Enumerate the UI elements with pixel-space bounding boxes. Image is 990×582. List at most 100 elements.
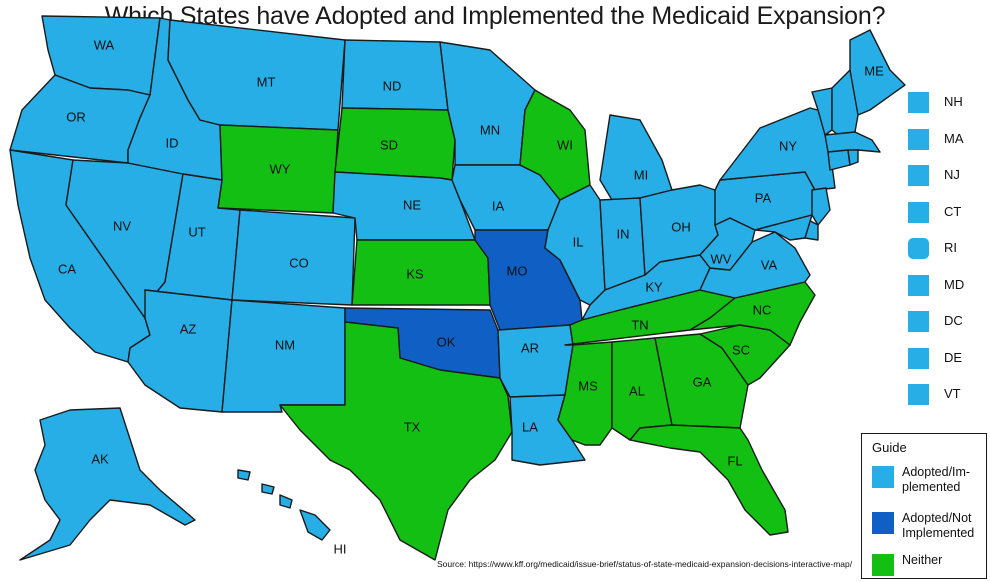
- label-nc: NC: [753, 302, 772, 317]
- label-il: IL: [573, 234, 584, 249]
- small-state-md: MD: [908, 273, 988, 310]
- small-state-swatch: [908, 92, 929, 113]
- label-id: ID: [166, 135, 179, 150]
- small-state-swatch: [908, 274, 929, 296]
- label-nd: ND: [383, 78, 402, 93]
- small-state-label: VT: [944, 386, 961, 401]
- small-state-ri: RI: [908, 236, 988, 273]
- small-state-de: DE: [908, 346, 988, 383]
- legend-swatch: [872, 554, 894, 576]
- label-tn: TN: [631, 317, 648, 332]
- state-hi: [299, 509, 331, 541]
- label-in: IN: [617, 226, 630, 241]
- label-ia: IA: [492, 198, 505, 213]
- small-state-ct: CT: [908, 200, 988, 237]
- state-il: [544, 184, 606, 306]
- hawaii-island-3: [261, 483, 275, 495]
- small-states-list: NH MA NJ CT RI MD DC DE VT: [908, 90, 988, 419]
- state-nc: [689, 281, 816, 346]
- small-state-ma: MA: [908, 127, 988, 164]
- small-state-label: RI: [944, 240, 957, 255]
- label-fl: FL: [727, 453, 742, 468]
- source-note: Source: https://www.kff.org/medicaid/iss…: [437, 559, 853, 569]
- small-state-nh: NH: [908, 90, 988, 127]
- label-ms: MS: [578, 378, 598, 393]
- label-az: AZ: [180, 321, 197, 336]
- hawaii-island-4: [237, 469, 251, 481]
- state-wi: [519, 89, 591, 201]
- small-state-label: DC: [944, 313, 963, 328]
- label-or: OR: [66, 109, 86, 124]
- small-state-swatch: [908, 347, 929, 369]
- label-nm: NM: [275, 337, 295, 352]
- label-nv: NV: [113, 218, 131, 233]
- label-mn: MN: [480, 122, 500, 137]
- small-state-label: MA: [944, 130, 964, 146]
- legend-title: Guide: [872, 440, 907, 455]
- legend-swatch: [872, 466, 894, 488]
- small-state-dc: DC: [908, 309, 988, 346]
- label-ga: GA: [693, 374, 712, 389]
- small-state-swatch: [908, 384, 929, 405]
- small-state-label: MD: [944, 276, 965, 292]
- label-al: AL: [629, 383, 645, 398]
- legend-swatch: [872, 512, 894, 534]
- state-vt: [811, 87, 833, 136]
- label-tx: TX: [404, 419, 421, 434]
- state-md: [754, 214, 813, 241]
- label-ne: NE: [403, 197, 421, 212]
- label-mi: MI: [634, 167, 648, 182]
- legend-label: Adopted/Im-plemented: [902, 465, 971, 494]
- small-state-swatch: [908, 128, 929, 150]
- small-state-label: NJ: [944, 167, 960, 182]
- state-nj: [811, 187, 831, 226]
- small-state-vt: VT: [908, 382, 988, 419]
- small-state-label: NH: [944, 94, 963, 109]
- label-me: ME: [864, 63, 884, 78]
- state-ma: [824, 131, 881, 153]
- label-la: LA: [522, 419, 538, 434]
- state-tx: [279, 321, 513, 561]
- label-ar: AR: [521, 340, 539, 355]
- state-fl: [629, 424, 789, 536]
- label-ca: CA: [58, 261, 76, 276]
- label-hi: HI: [334, 541, 347, 556]
- label-co: CO: [289, 255, 309, 270]
- label-wv: WV: [711, 251, 732, 266]
- label-sd: SD: [380, 137, 398, 152]
- state-mi: [599, 114, 673, 201]
- label-ut: UT: [188, 224, 205, 239]
- small-state-nj: NJ: [908, 163, 988, 200]
- state-wy: [217, 124, 339, 214]
- label-mt: MT: [257, 74, 276, 89]
- small-state-swatch: [908, 201, 929, 223]
- label-ak: AK: [91, 451, 109, 466]
- legend: Guide Adopted/Im-plemented Adopted/Not I…: [861, 433, 987, 579]
- label-wi: WI: [557, 137, 573, 152]
- state-nd: [341, 39, 449, 111]
- state-in: [599, 197, 646, 291]
- label-oh: OH: [671, 219, 691, 234]
- label-va: VA: [761, 257, 778, 272]
- small-state-swatch: [908, 311, 929, 332]
- state-ak: [19, 407, 196, 561]
- label-wy: WY: [270, 161, 291, 176]
- label-ok: OK: [437, 334, 456, 349]
- state-ar: [497, 324, 574, 398]
- label-ny: NY: [779, 138, 797, 153]
- state-ct: [827, 149, 851, 171]
- small-state-label: CT: [944, 203, 962, 219]
- label-pa: PA: [755, 190, 772, 205]
- small-state-label: DE: [944, 349, 963, 365]
- small-state-swatch: [908, 165, 929, 186]
- label-wa: WA: [94, 37, 115, 52]
- hawaii-island-2: [279, 494, 293, 509]
- label-ks: KS: [406, 266, 424, 281]
- label-mo: MO: [507, 263, 528, 278]
- small-state-swatch: [908, 238, 929, 259]
- legend-label: Adopted/Not Implemented: [902, 511, 975, 540]
- label-sc: SC: [732, 342, 750, 357]
- state-ri: [847, 149, 859, 166]
- state-nm: [221, 299, 346, 413]
